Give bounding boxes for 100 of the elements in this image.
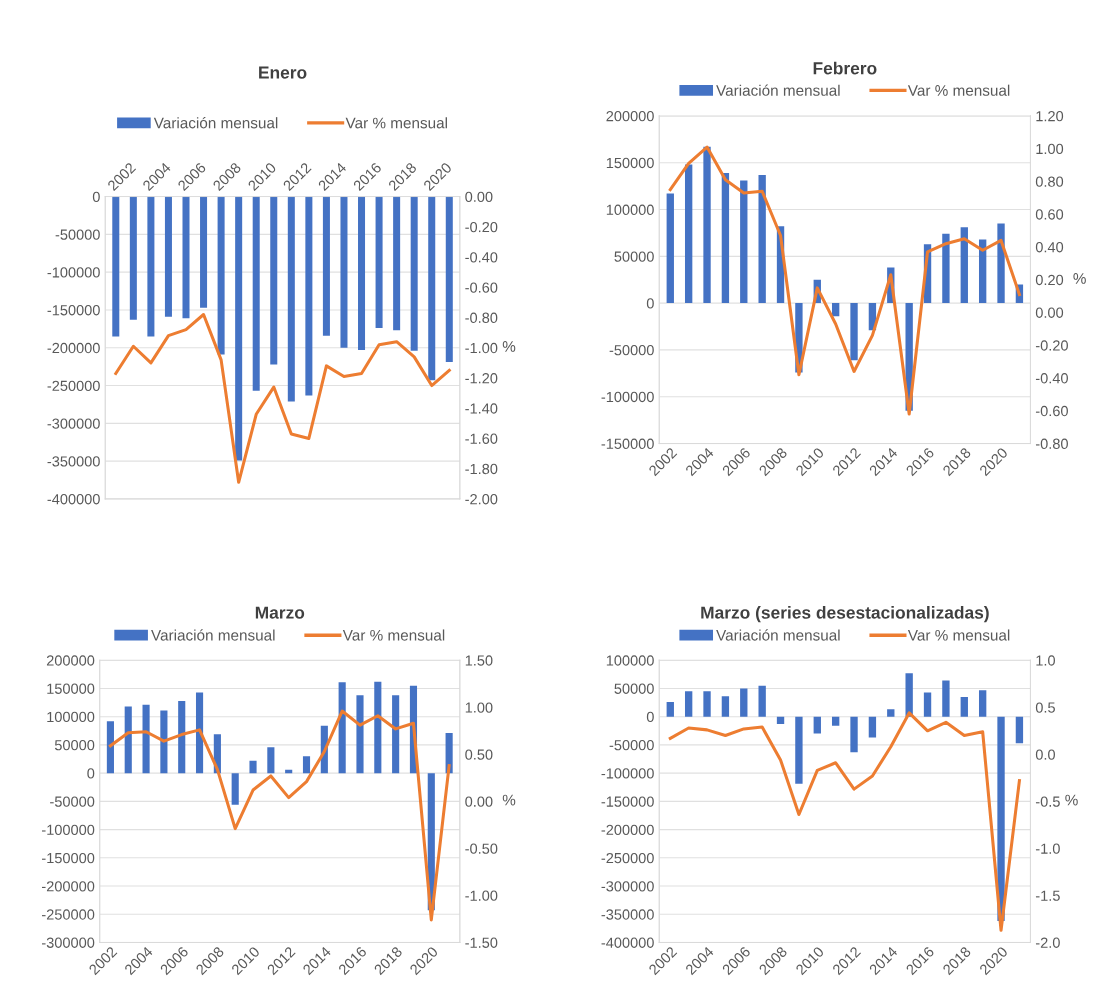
legend-label: Var % mensual: [345, 117, 447, 129]
y2-tick-label: 1.00: [1036, 143, 1064, 155]
bar: [249, 760, 257, 774]
bar: [868, 716, 877, 738]
y2-tick-label: -0.50: [465, 843, 498, 854]
bar: [776, 716, 785, 725]
y-tick-label: 0: [92, 191, 100, 202]
bar: [905, 673, 913, 717]
y2-tick-label: -0.60: [1035, 405, 1068, 417]
y-tick-label: -200000: [41, 881, 95, 892]
bar: [684, 691, 693, 717]
y-tick-label: 200000: [46, 655, 95, 666]
y2-tick-label: -1.60: [465, 433, 498, 444]
line-series: [668, 711, 1021, 932]
y-tick-label: -150000: [601, 438, 654, 449]
bar: [795, 716, 803, 784]
y2-tick-label: 0.50: [465, 749, 493, 760]
y2-tick-label: 0.00: [465, 796, 493, 807]
y2-tick-label: 0.0: [1035, 749, 1055, 760]
bar: [178, 700, 186, 774]
legend-label: Var % mensual: [907, 84, 1010, 96]
y-tick-label: -200000: [601, 824, 654, 836]
y2-tick-label: 0.00: [465, 191, 493, 202]
y2-tick-label: 0.40: [1035, 242, 1064, 253]
bar: [978, 239, 987, 304]
y2-tick-label: -2.00: [465, 494, 498, 505]
chart-title: Febrero: [813, 61, 877, 75]
chart-title: Marzo: [255, 606, 305, 619]
y-tick-label: -350000: [47, 456, 100, 467]
y2-tick-label: 0.60: [1035, 209, 1064, 220]
y-tick-label: -100000: [41, 824, 95, 836]
y-tick-label: 200000: [606, 111, 654, 122]
bar: [740, 688, 748, 717]
y2-tick-label: 1.0: [1036, 655, 1055, 666]
y2-tick-label: -1.0: [1035, 843, 1060, 854]
y-tick-label: 0: [646, 298, 654, 309]
y-tick-label: -300000: [41, 937, 95, 948]
bar: [142, 704, 150, 774]
bar: [960, 696, 968, 717]
bar: [758, 685, 766, 717]
y-tick-label: -300000: [47, 418, 100, 429]
y-tick-label: 0: [87, 768, 95, 779]
line-series: [114, 312, 451, 484]
legend-label: Var % mensual: [342, 629, 445, 641]
y2-tick-label: -0.60: [465, 282, 498, 293]
y2-tick-label: 0.00: [1035, 307, 1064, 318]
y2-axis-title: %: [1065, 794, 1078, 806]
bar: [666, 193, 674, 304]
y-tick-label: 50000: [54, 740, 95, 751]
y-tick-label: -250000: [47, 380, 100, 391]
y-tick-label: 0: [646, 711, 654, 723]
y-tick-label: -50000: [609, 740, 654, 751]
y-tick-label: -250000: [601, 852, 654, 864]
y-tick-label: -100000: [47, 267, 100, 278]
legend-label: Var % mensual: [907, 629, 1010, 641]
y2-tick-label: -1.20: [465, 373, 498, 384]
bar: [1015, 716, 1024, 744]
legend-label: Variación mensual: [151, 629, 275, 641]
y2-tick-label: -1.50: [465, 937, 498, 948]
y2-tick-label: 0.5: [1035, 702, 1055, 713]
legend-label: Variación mensual: [153, 116, 278, 129]
y2-tick-label: -0.20: [465, 221, 498, 233]
y2-tick-label: -0.5: [1035, 796, 1060, 807]
bar: [374, 681, 382, 774]
bar: [942, 680, 950, 717]
y2-axis-title: %: [1073, 273, 1086, 284]
y2-tick-label: -0.40: [465, 252, 498, 263]
y-tick-label: -400000: [601, 937, 654, 948]
bar: [960, 227, 968, 304]
bar: [923, 692, 932, 717]
bar: [997, 223, 1005, 304]
bar: [740, 180, 748, 304]
y2-tick-label: -0.80: [465, 312, 498, 323]
bar: [195, 692, 204, 774]
bar: [684, 164, 693, 304]
bar: [703, 691, 711, 717]
bar: [666, 702, 674, 717]
bar: [942, 233, 950, 304]
y-tick-label: -50000: [609, 345, 654, 356]
y-tick-label: -300000: [601, 881, 654, 892]
bar: [106, 721, 114, 774]
y2-tick-label: -1.5: [1035, 890, 1060, 901]
y2-tick-label: 1.00: [465, 702, 493, 713]
bar: [831, 716, 840, 726]
y-tick-label: 100000: [606, 204, 654, 215]
y-tick-label: -50000: [50, 796, 95, 807]
legend-label: Variación mensual: [716, 629, 840, 641]
bar: [850, 716, 858, 753]
y-tick-label: 50000: [614, 683, 654, 694]
y2-tick-label: -0.20: [1035, 340, 1068, 351]
bar: [721, 173, 730, 304]
bar: [721, 696, 730, 717]
bar: [978, 690, 987, 717]
line-series: [668, 145, 1021, 416]
bar: [338, 682, 346, 774]
y-tick-label: -200000: [47, 342, 100, 354]
bar: [302, 756, 311, 774]
y-tick-label: -100000: [601, 391, 654, 403]
y2-axis-title: %: [502, 794, 516, 806]
y-tick-label: -400000: [47, 494, 100, 505]
